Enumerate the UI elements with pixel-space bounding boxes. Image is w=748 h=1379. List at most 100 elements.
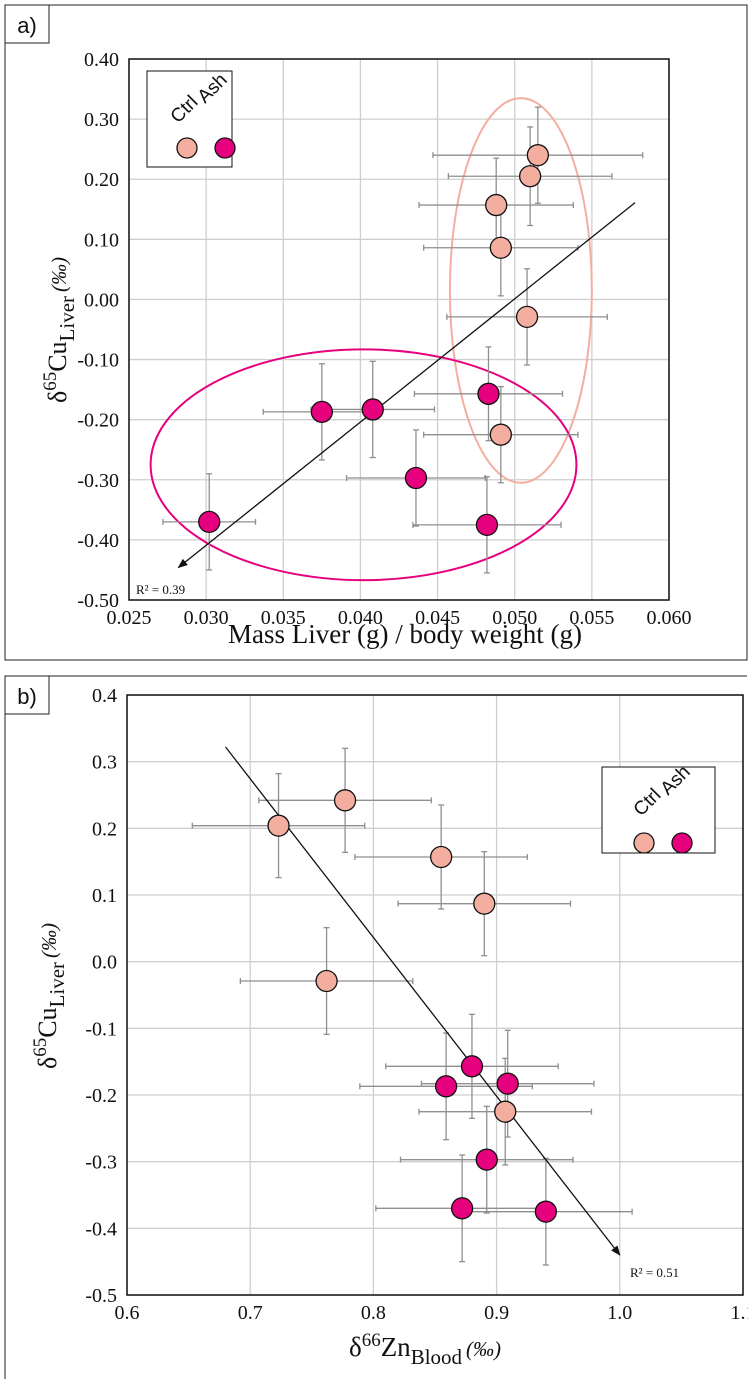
x-tick-label-a: 0.040 xyxy=(338,607,383,629)
y-tick-label-a: 0.40 xyxy=(84,49,119,71)
point-ctrl xyxy=(494,1100,517,1123)
y-axis-title-a-sub: Liver xyxy=(55,296,79,341)
legend-b: Ctrl Ash xyxy=(601,762,716,854)
y-tick-label-b: -0.4 xyxy=(85,1218,117,1240)
y-tick-label-b: -0.3 xyxy=(85,1152,117,1174)
legend-a-marker-ctrl xyxy=(176,137,198,159)
point-ash xyxy=(450,1197,474,1220)
y-tick-label-a: -0.50 xyxy=(77,590,119,612)
panel-a-tag-box xyxy=(4,4,50,44)
x-axis-title-b: δ66ZnBlood (‰) xyxy=(349,1330,501,1369)
legend-a-marker-ash xyxy=(214,137,236,159)
point-ash xyxy=(404,466,428,490)
y-axis-title-b-unit: (‰) xyxy=(37,923,61,958)
y-tick-label-a: -0.30 xyxy=(77,470,119,492)
y-axis-title-b-sup: 65 xyxy=(30,1038,51,1057)
point-ctrl xyxy=(485,193,508,217)
y-tick-label-b: 0.1 xyxy=(92,885,117,907)
point-ctrl xyxy=(515,305,539,329)
point-ash xyxy=(496,1072,519,1095)
panel-a-frame xyxy=(4,4,748,661)
point-ctrl xyxy=(333,789,357,812)
x-axis-title-b-delta: δ xyxy=(349,1332,362,1362)
ellipse-ash-a xyxy=(149,348,578,582)
x-tick-label-a: 0.055 xyxy=(569,607,614,629)
y-tick-label-b: 0.3 xyxy=(92,752,117,774)
y-tick-label-a: 0.20 xyxy=(84,169,119,191)
y-tick-label-b: -0.1 xyxy=(85,1018,117,1040)
point-ctrl xyxy=(315,969,338,993)
y-axis-title-a: δ65CuLiver (‰) xyxy=(40,257,79,403)
annotation-r2-a: R² = 0.39 xyxy=(136,582,185,597)
legend-b-marker-ctrl xyxy=(633,832,655,854)
point-ash xyxy=(310,400,334,424)
annotation-r2-b: R² = 0.51 xyxy=(630,1265,679,1280)
x-axis-title-a: Mass Liver (g) / body weight (g) xyxy=(228,619,582,649)
x-axis-title-b-sub: Blood xyxy=(411,1345,463,1369)
legend-b-marker-ash xyxy=(671,832,693,854)
y-axis-title-a-unit: (‰) xyxy=(47,257,71,292)
y-tick-label-a: 0.10 xyxy=(84,229,119,251)
ellipse-ctrl-a xyxy=(448,97,593,484)
y-tick-label-b: 0.2 xyxy=(92,818,117,840)
point-ctrl xyxy=(518,165,542,188)
point-ash xyxy=(198,510,221,534)
x-axis-title-b-element: Zn xyxy=(381,1332,411,1362)
y-tick-label-a: -0.40 xyxy=(77,530,119,552)
y-axis-title-b-delta: δ xyxy=(33,1057,62,1069)
point-ctrl xyxy=(489,423,512,446)
plot-area-a-border xyxy=(128,58,670,601)
point-ctrl xyxy=(430,845,453,869)
legend-b-box xyxy=(601,766,716,854)
y-tick-label-a: -0.10 xyxy=(77,350,119,372)
point-ash xyxy=(475,1148,498,1171)
regression-line-b xyxy=(225,746,621,1256)
regression-line-a xyxy=(177,202,636,569)
chart-panel-b: b) 0.6 0.7 0.8 0.9 1.0 1.1 0.4 0.3 0.2 0.1 0.0 -0.1… xyxy=(4,675,748,1369)
y-tick-label-b: -0.5 xyxy=(85,1285,117,1307)
point-ash xyxy=(460,1055,484,1078)
point-ash xyxy=(361,398,384,421)
x-tick-label-a: 0.025 xyxy=(107,607,152,629)
y-tick-label-a: -0.20 xyxy=(77,410,119,432)
x-tick-label-a: 0.050 xyxy=(492,607,537,629)
point-ctrl xyxy=(489,236,512,259)
y-tick-label-b: 0.0 xyxy=(92,952,117,974)
x-tick-label-a: 0.035 xyxy=(261,607,306,629)
x-tick-label-a: 0.045 xyxy=(415,607,460,629)
y-axis-title-b-sub: Liver xyxy=(45,962,69,1007)
panel-b-tag: b) xyxy=(17,684,37,709)
y-axis-title-a-sup: 65 xyxy=(40,372,61,391)
y-tick-label-a: 0.00 xyxy=(84,289,119,311)
y-axis-title-b: δ65CuLiver (‰) xyxy=(30,923,69,1069)
x-tick-label-b: 0.8 xyxy=(361,1302,386,1324)
x-tick-label-b: 0.6 xyxy=(115,1302,140,1324)
plot-area-b-border xyxy=(126,694,744,1296)
x-tick-label-b: 0.9 xyxy=(484,1302,509,1324)
y-axis-title-a-delta: δ xyxy=(43,391,72,403)
legend-a: Ctrl Ash xyxy=(146,70,236,168)
x-tick-label-b: 1.0 xyxy=(607,1302,632,1324)
x-axis-title-b-unit: (‰) xyxy=(466,1337,501,1361)
point-ash xyxy=(477,382,500,405)
point-ash xyxy=(475,513,499,537)
y-axis-title-b-element: Cu xyxy=(33,1007,62,1037)
point-ash xyxy=(534,1200,558,1223)
x-axis-title-b-sup: 66 xyxy=(362,1330,381,1351)
panel-b-tag-box xyxy=(4,675,50,715)
y-tick-label-b: -0.2 xyxy=(85,1085,117,1107)
point-ctrl xyxy=(526,144,550,167)
x-tick-label-a: 0.030 xyxy=(184,607,229,629)
y-axis-title-a-element: Cu xyxy=(43,341,72,371)
point-ash xyxy=(434,1075,458,1098)
x-tick-label-b: 1.1 xyxy=(731,1302,748,1324)
x-tick-label-b: 0.7 xyxy=(238,1302,263,1324)
x-tick-label-a: 0.060 xyxy=(647,607,692,629)
y-tick-label-a: 0.30 xyxy=(84,109,119,131)
panel-a-tag: a) xyxy=(17,13,37,38)
y-tick-label-b: 0.4 xyxy=(92,685,117,707)
point-ctrl xyxy=(473,892,496,915)
chart-panel-a: a) 0.025 0.030 0.035 0.040 0.045 0.050 0.055 0.… xyxy=(4,4,692,649)
point-ctrl xyxy=(267,814,290,837)
